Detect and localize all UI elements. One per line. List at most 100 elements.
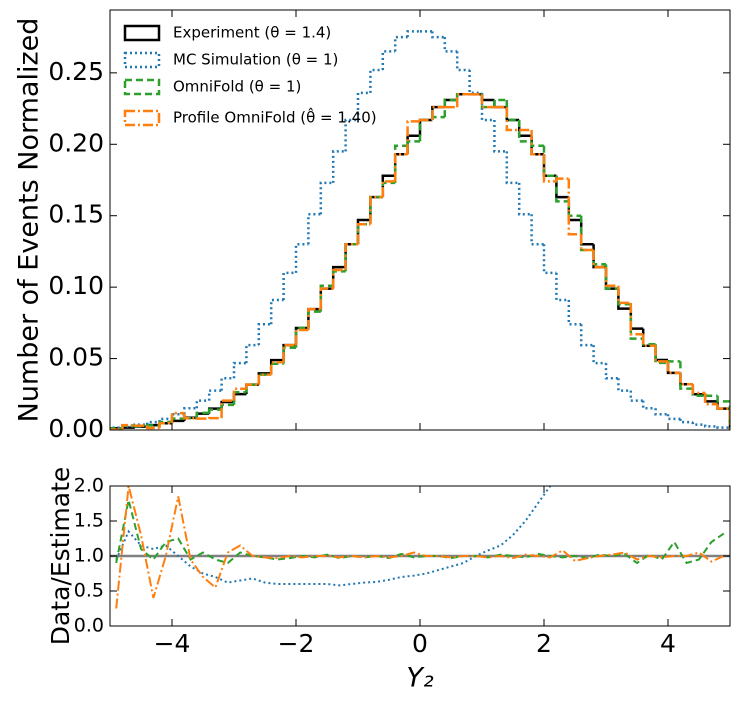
histogram-step	[703, 424, 718, 428]
ratio-line	[115, 486, 552, 587]
legend-swatch	[123, 78, 161, 96]
histogram-step	[282, 346, 296, 364]
axes-frame	[109, 9, 731, 431]
histogram-step	[195, 412, 210, 418]
histogram-step	[480, 92, 495, 122]
histogram-step	[232, 361, 247, 379]
x-tick-label: −4	[154, 629, 191, 658]
histogram-step	[604, 267, 619, 287]
histogram-step	[232, 387, 247, 401]
histogram-step	[542, 154, 557, 177]
histogram-step	[530, 214, 544, 246]
histogram-step	[356, 223, 371, 245]
histogram-step	[257, 323, 272, 346]
histogram-step	[220, 399, 234, 419]
y-tick-label: 1.5	[74, 510, 104, 532]
histogram-step	[617, 285, 631, 305]
histogram-step	[431, 31, 445, 39]
histogram-step	[542, 154, 557, 183]
histogram-step	[319, 284, 334, 312]
histogram-step	[443, 37, 458, 53]
histogram-step	[641, 334, 656, 347]
legend-swatch	[123, 51, 161, 69]
histogram-step	[617, 288, 631, 310]
legend-label: OmniFold (θ = 1)	[173, 78, 301, 96]
histogram-step	[703, 392, 718, 406]
histogram-step	[555, 175, 569, 199]
histogram-step	[716, 404, 730, 430]
histogram-step	[331, 150, 346, 183]
histogram-step	[691, 422, 706, 426]
y-axis-label: Data/Estimate	[46, 467, 75, 646]
histogram-step	[195, 411, 210, 419]
histogram-step	[654, 345, 668, 362]
histogram-step	[344, 118, 358, 152]
histogram-step	[170, 411, 185, 424]
histogram-step	[381, 50, 396, 70]
histogram-step	[418, 118, 433, 142]
histogram-step	[406, 140, 420, 146]
histogram-step	[269, 362, 284, 375]
histogram-step	[679, 361, 693, 390]
histogram-step	[121, 426, 135, 429]
histogram-step	[269, 298, 284, 325]
histogram-step	[294, 328, 309, 346]
histogram-step	[145, 420, 160, 425]
legend-label: Experiment (θ = 1.4)	[173, 24, 331, 42]
histogram-step	[480, 94, 495, 109]
histogram-step	[579, 324, 594, 347]
histogram-step	[369, 195, 383, 225]
histogram-step	[666, 414, 681, 421]
histogram-step	[505, 107, 520, 132]
x-tick-label: −2	[278, 629, 315, 658]
histogram-step	[307, 307, 321, 330]
histogram-step	[183, 413, 197, 420]
histogram-step	[567, 201, 582, 217]
histogram-step	[257, 373, 272, 385]
histogram-step	[393, 35, 408, 52]
histogram-step	[319, 287, 334, 310]
y-tick-label: 0.10	[48, 271, 104, 300]
histogram-step	[592, 250, 606, 269]
histogram-step	[381, 181, 396, 198]
y-tick-label: 0.5	[74, 580, 104, 602]
histogram-step	[468, 70, 482, 95]
histogram-step	[493, 98, 507, 108]
y-tick-label: 0.15	[48, 200, 104, 229]
histogram-step	[381, 174, 396, 198]
histogram-step	[369, 68, 383, 93]
histogram-step	[319, 287, 334, 310]
legend-label: Profile OmniFold (θ̂ = 1.40)	[173, 107, 377, 127]
histogram-step	[418, 118, 433, 136]
histogram-step	[641, 338, 656, 346]
y-tick-label: 2.0	[74, 475, 104, 497]
histogram-step	[654, 345, 668, 363]
x-tick-label: 2	[536, 629, 552, 658]
histogram-step	[269, 361, 284, 375]
histogram-step	[555, 272, 569, 302]
histogram-step	[505, 100, 520, 122]
histogram-step	[145, 425, 160, 430]
histogram-step	[232, 392, 247, 402]
histogram-step	[517, 120, 532, 137]
histogram-step	[579, 234, 594, 252]
y-axis-label: Number of Events Normalized	[14, 18, 45, 423]
x-tick-label: 0	[412, 629, 428, 658]
histogram-step	[567, 178, 582, 236]
histogram-step	[207, 389, 222, 401]
plot-area	[110, 486, 730, 609]
histogram-step	[679, 418, 693, 424]
histogram-step	[641, 400, 656, 410]
histogram-step	[418, 118, 433, 122]
histogram-step	[220, 403, 234, 410]
y-tick-label: 0.05	[48, 343, 104, 372]
histogram-step	[617, 378, 631, 392]
histogram-step	[207, 408, 222, 413]
histogram-step	[307, 213, 321, 245]
histogram-step	[592, 250, 606, 266]
histogram-step	[542, 244, 557, 275]
histogram-step	[493, 120, 507, 153]
histogram-step	[604, 264, 619, 290]
histogram-step	[629, 390, 644, 402]
histogram-step	[121, 423, 135, 430]
